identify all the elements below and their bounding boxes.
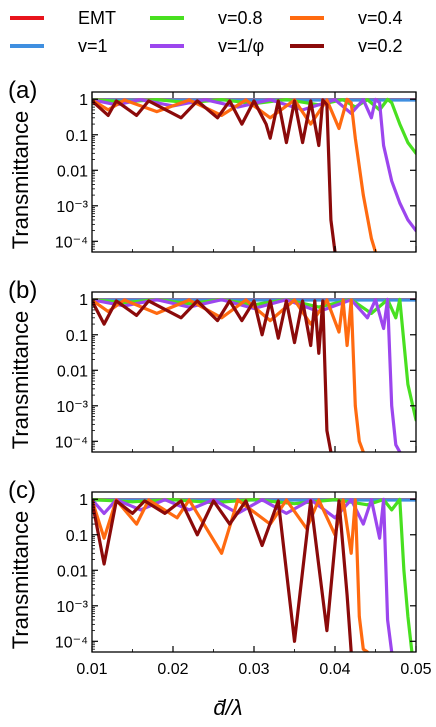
legend-label: v=1/φ — [218, 36, 264, 56]
y-tick-label: 10⁻³ — [56, 399, 88, 416]
series-line — [92, 497, 394, 652]
legend-item: v=1 — [10, 36, 108, 56]
legend-item: v=0.2 — [290, 36, 403, 56]
series-line — [92, 97, 378, 252]
panel-label: (a) — [8, 77, 37, 104]
y-tick-label: 0.01 — [57, 163, 88, 180]
x-tick-label: 0.01 — [76, 661, 107, 678]
y-tick-label: 10⁻³ — [56, 199, 88, 216]
y-tick-label: 10⁻⁴ — [55, 434, 88, 451]
y-tick-label: 1 — [79, 92, 88, 109]
series-line — [92, 299, 333, 452]
y-tick-label: 0.01 — [57, 563, 88, 580]
series-line — [92, 298, 365, 452]
y-tick-label: 10⁻⁴ — [55, 234, 88, 251]
series-line — [92, 97, 416, 155]
series-line — [92, 297, 402, 452]
chart-panels: 1 0.1 0.01 10⁻³ 10⁻⁴ (a) Transmittance 1 0.1 0.01… — [8, 77, 432, 678]
chart-panel: 1 0.1 0.01 10⁻³ 10⁻⁴ (b) Transmittance — [8, 277, 417, 453]
plot-frame — [91, 91, 417, 253]
y-tick-label: 1 — [79, 292, 88, 309]
y-tick-label: 0.1 — [66, 328, 88, 345]
x-axis-label: d̄/λ — [213, 695, 242, 720]
y-tick-label: 10⁻³ — [56, 599, 88, 616]
legend-label: v=0.8 — [218, 8, 263, 28]
y-tick-label: 0.1 — [66, 528, 88, 545]
x-tick-label: 0.03 — [238, 661, 269, 678]
legend-item: v=1/φ — [150, 36, 264, 56]
legend-label: v=1 — [78, 36, 108, 56]
y-axis-label: Transmittance — [8, 311, 33, 450]
legend-label: v=0.2 — [358, 36, 403, 56]
y-tick-label: 0.1 — [66, 128, 88, 145]
x-tick-label: 0.05 — [400, 661, 431, 678]
chart-panel: 1 0.1 0.01 10⁻³ 10⁻⁴ (a) Transmittance — [8, 77, 417, 253]
legend-label: v=0.4 — [358, 8, 403, 28]
panel-label: (b) — [8, 277, 37, 304]
panel-label: (c) — [8, 477, 36, 504]
y-tick-label: 1 — [79, 492, 88, 509]
y-tick-label: 0.01 — [57, 363, 88, 380]
legend-item: v=0.4 — [290, 8, 403, 28]
series-line — [92, 98, 337, 252]
y-axis-label: Transmittance — [8, 511, 33, 650]
legend-item: EMT — [10, 8, 116, 28]
y-axis-label: Transmittance — [8, 111, 33, 250]
legend-item: v=0.8 — [150, 8, 263, 28]
legend: EMT v=1 v=0.8 v=1/φ v=0.4 v=0.2 — [10, 8, 403, 56]
y-tick-label: 10⁻⁴ — [55, 634, 88, 651]
x-tick-label: 0.04 — [319, 661, 350, 678]
chart-panel: 1 0.1 0.01 10⁻³ 10⁻⁴ 0.01 0.02 0.03 0.04 0.05 (c) T… — [8, 477, 432, 678]
legend-label: EMT — [78, 8, 116, 28]
series-line — [92, 499, 353, 652]
x-tick-label: 0.02 — [157, 661, 188, 678]
